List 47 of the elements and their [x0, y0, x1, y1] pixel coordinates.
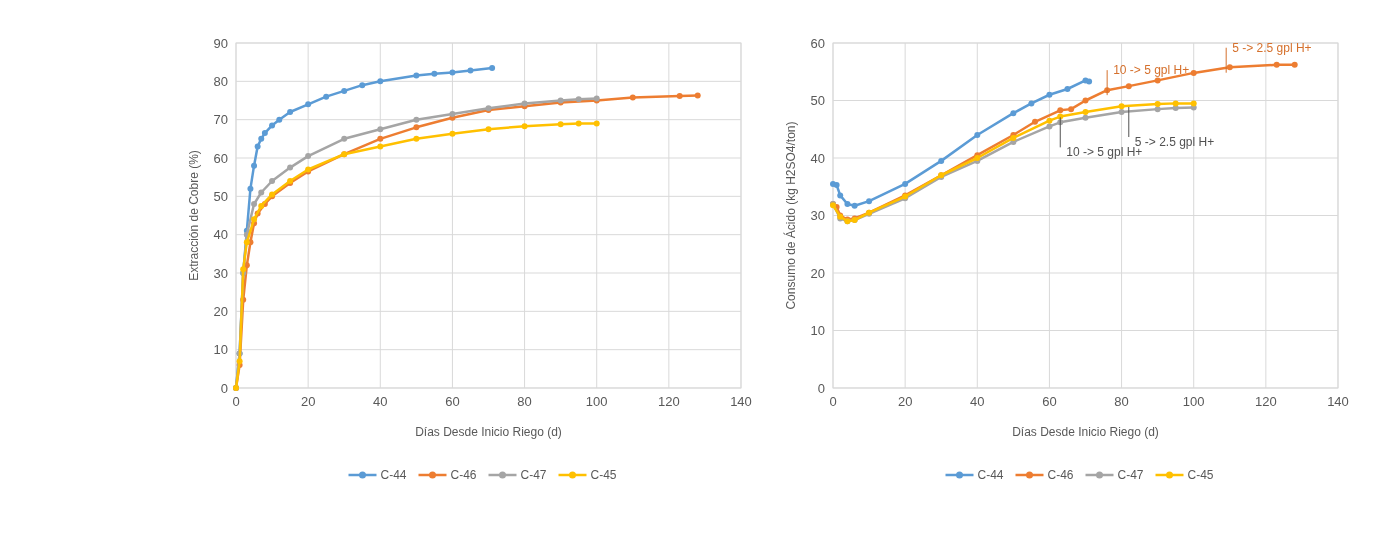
x-tick-label: 60 [1042, 394, 1057, 409]
x-tick-label: 120 [658, 394, 680, 409]
x-tick-label: 60 [445, 394, 460, 409]
annotation: 5 -> 2.5 gpl H+ [1232, 40, 1312, 55]
x-tick-label: 0 [829, 394, 837, 409]
y-tick-label: 0 [817, 380, 825, 396]
y-tick-label: 10 [810, 323, 825, 339]
x-tick-label: 120 [1255, 394, 1277, 409]
x-tick-label: 20 [300, 394, 316, 409]
y-tick-label: 10 [213, 342, 228, 358]
y-tick-label: 20 [213, 303, 228, 319]
x-tick-label: 80 [517, 394, 532, 409]
y-tick-label: 30 [810, 208, 825, 224]
x-axis-title: Días Desde Inicio Riego (d) [415, 425, 562, 439]
x-tick-label: 40 [970, 394, 985, 409]
y-tick-label: 90 [213, 35, 228, 51]
y-tick-label: 50 [213, 188, 228, 204]
y-tick-label: 70 [213, 112, 228, 128]
y-tick-label: 40 [810, 150, 825, 166]
x-tick-label: 40 [373, 394, 388, 409]
legend-label: C-44 [977, 468, 1004, 483]
x-axis-title: Días Desde Inicio Riego (d) [1012, 425, 1159, 439]
legend-label: C-47 [1117, 468, 1144, 483]
legend-label: C-47 [520, 468, 547, 483]
annotation: 10 -> 5 gpl H+ [1113, 63, 1190, 78]
x-tick-label: 0 [232, 394, 240, 409]
legend-label: C-46 [450, 468, 477, 483]
y-tick-label: 40 [213, 227, 228, 243]
legend-label: C-46 [1047, 468, 1074, 483]
y-tick-label: 50 [810, 93, 825, 109]
x-tick-label: 140 [1327, 394, 1349, 409]
x-tick-label: 100 [585, 394, 608, 409]
x-tick-label: 140 [730, 394, 752, 409]
x-tick-label: 20 [897, 394, 913, 409]
y-tick-label: 20 [810, 265, 825, 281]
legend-label: C-45 [590, 468, 617, 483]
y-axis-title: Consumo de Ácido (kg H2SO4/ton) [783, 121, 798, 310]
y-tick-label: 30 [213, 265, 228, 281]
y-tick-label: 60 [213, 150, 228, 166]
legend-label: C-44 [380, 468, 407, 483]
x-tick-label: 100 [1182, 394, 1205, 409]
x-tick-label: 80 [1114, 394, 1129, 409]
y-axis-title: Extracción de Cobre (%) [187, 150, 201, 281]
y-tick-label: 80 [213, 73, 228, 89]
legend-label: C-45 [1187, 468, 1214, 483]
y-tick-label: 0 [220, 380, 228, 396]
y-tick-label: 60 [810, 35, 825, 51]
